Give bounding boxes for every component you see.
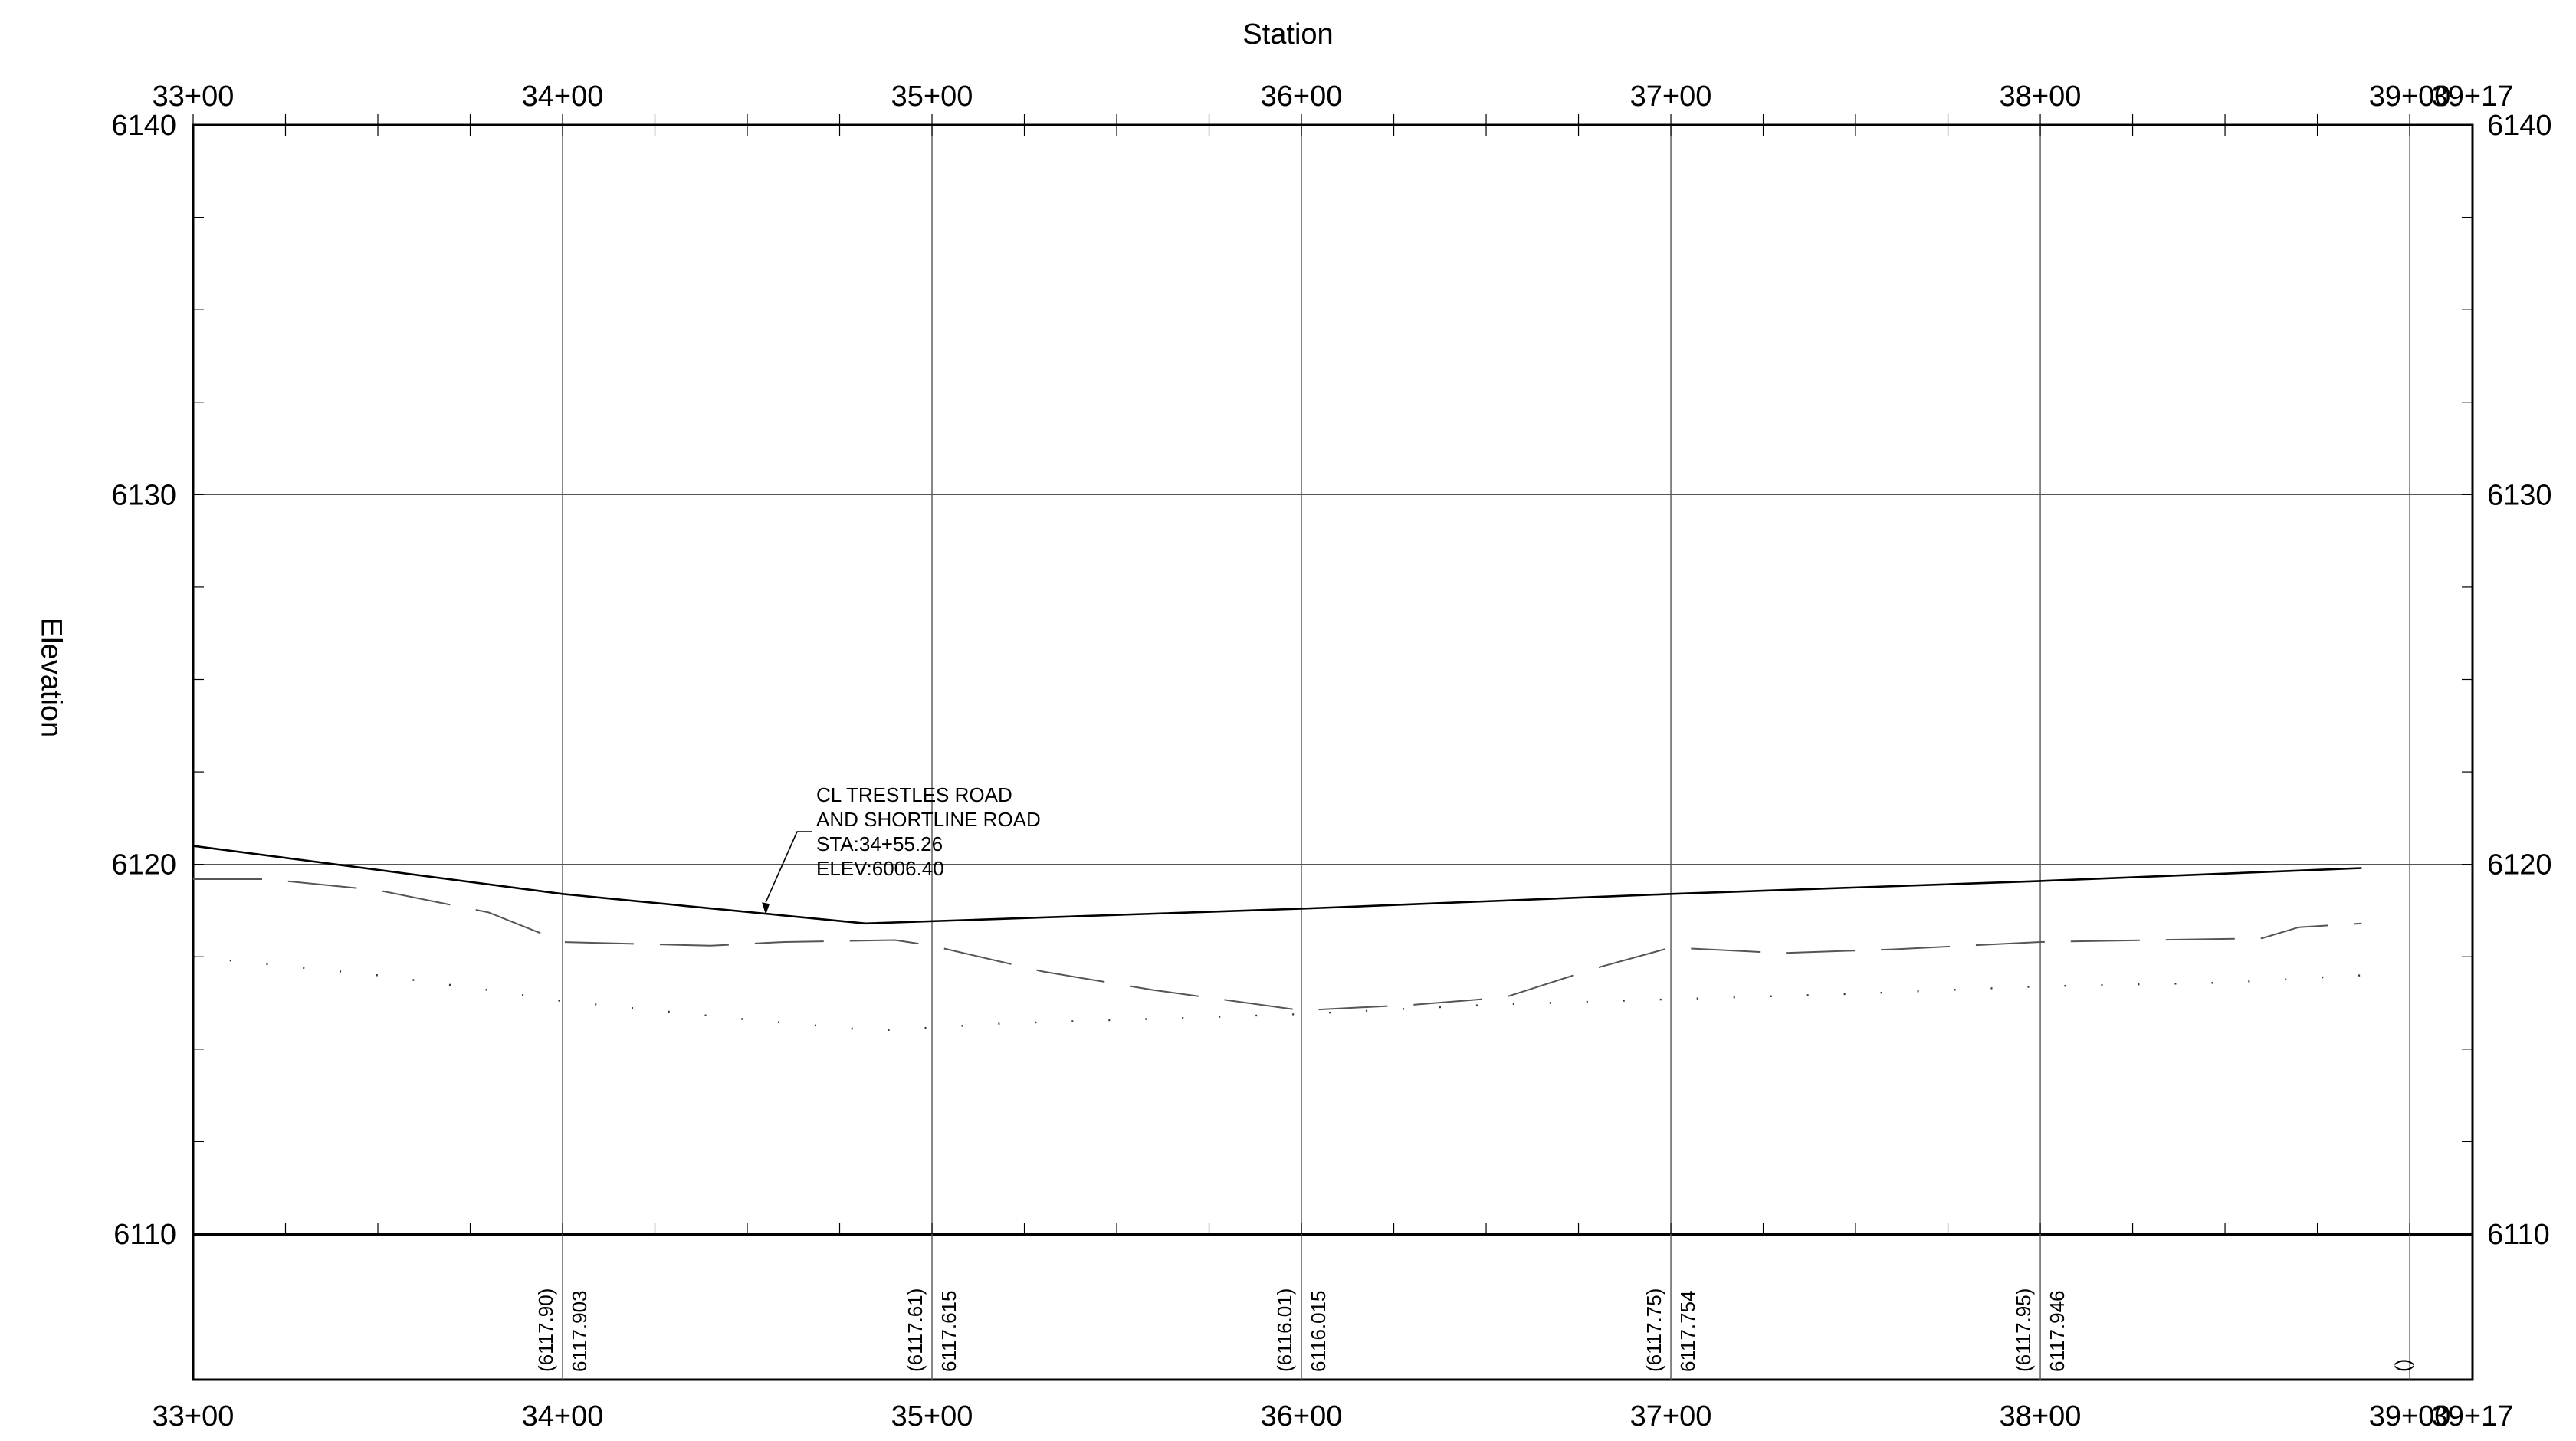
x-tick-label-top: 35+00 xyxy=(891,80,973,113)
profile-line-dotted xyxy=(192,956,2362,1032)
band-label: (6116.01) xyxy=(1273,1288,1296,1372)
x-tick-label-bottom: 33+00 xyxy=(153,1400,235,1433)
band-label-layer: (6117.90) 6117.903 (6117.61) 6117.615 (6116.… xyxy=(534,1288,2414,1372)
y-tick-label-right: 6140 xyxy=(2487,110,2552,142)
x-axis-title: Station xyxy=(1242,18,1334,51)
band-label: (6117.90) xyxy=(534,1288,557,1372)
y-tick-label-right: 6120 xyxy=(2487,849,2552,881)
x-tick-label-top: 39+00 xyxy=(2369,80,2451,113)
annotation-leader xyxy=(762,831,812,915)
y-tick-label-left: 6130 xyxy=(111,479,176,511)
x-tick-label-top: 38+00 xyxy=(2000,80,2082,113)
x-tick-label-top: 37+00 xyxy=(1630,80,1712,113)
band-label: (6117.61) xyxy=(904,1288,927,1372)
band-label: 6117.754 xyxy=(1676,1290,1699,1372)
y-axis-title: Elevation xyxy=(34,617,67,738)
annotation-leader-line xyxy=(765,831,812,903)
y-tick-label-left: 6110 xyxy=(113,1219,176,1251)
band-label: () xyxy=(2391,1359,2414,1372)
x-tick-label-bottom: 38+00 xyxy=(2000,1400,2082,1433)
y-tick-label-right: 6130 xyxy=(2487,479,2552,511)
x-tick-label-bottom: 35+00 xyxy=(891,1400,973,1433)
annotation-line: STA:34+55.26 xyxy=(816,832,943,855)
x-tick-label-top: 36+00 xyxy=(1261,80,1343,113)
x-tick-label-bottom: 39+17 xyxy=(2432,1400,2514,1433)
annotation-arrowhead xyxy=(762,902,770,915)
y-tick-label-left: 6120 xyxy=(111,849,176,881)
x-tick-label-bottom: 39+00 xyxy=(2369,1400,2451,1433)
x-tick-label-bottom: 34+00 xyxy=(522,1400,604,1433)
profile-line-solid xyxy=(192,845,2362,925)
annotation-line: AND SHORTLINE ROAD xyxy=(816,808,1041,831)
annotation-line: CL TRESTLES ROAD xyxy=(816,783,1012,806)
plot-frame xyxy=(192,123,2474,1381)
band-label: 6116.015 xyxy=(1307,1290,1330,1372)
x-tick-label-bottom: 36+00 xyxy=(1261,1400,1343,1433)
x-tick-label-top: 33+00 xyxy=(153,80,235,113)
series-layer xyxy=(192,845,2362,1032)
grid-layer xyxy=(192,123,2474,1381)
y-tick-label-left: 6140 xyxy=(111,110,176,142)
band-label: (6117.75) xyxy=(1642,1288,1665,1372)
y-tick-label-right: 6110 xyxy=(2487,1219,2550,1251)
x-tick-label-bottom: 37+00 xyxy=(1630,1400,1712,1433)
band-label: (6117.95) xyxy=(2012,1288,2035,1372)
band-label: 6117.903 xyxy=(568,1290,591,1372)
x-tick-label-top: 39+17 xyxy=(2432,80,2514,113)
band-label: 6117.615 xyxy=(937,1290,960,1372)
x-tick-label-top: 34+00 xyxy=(522,80,604,113)
band-label: 6117.946 xyxy=(2046,1290,2069,1372)
annotation-line: ELEV:6006.40 xyxy=(816,857,944,880)
profile-line-dashed xyxy=(193,878,2362,1012)
